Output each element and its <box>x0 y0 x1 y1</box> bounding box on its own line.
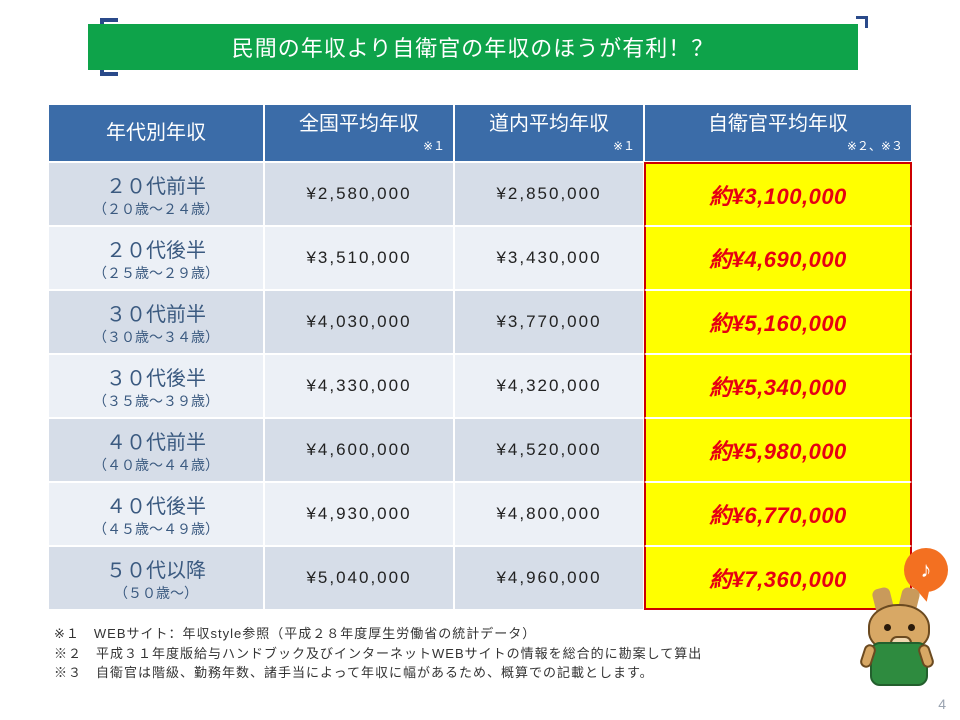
age-cell: ４０代前半（４０歳～４４歳） <box>48 418 264 482</box>
hokkaido-cell: ¥3,430,000 <box>454 226 644 290</box>
age-range: （５０歳～） <box>114 583 198 603</box>
col-header-age: 年代別年収 <box>48 104 264 162</box>
title-bar: 民間の年収より自衛官の年収のほうが有利！？ <box>88 24 858 70</box>
footnote-3: ※３ 自衛官は階級、勤務年数、諸手当によって年収に幅があるため、概算での記載とし… <box>54 663 702 683</box>
table-row: ４０代前半（４０歳～４４歳）¥4,600,000¥4,520,000約¥5,98… <box>48 418 912 482</box>
age-range: （４０歳～４４歳） <box>93 455 219 475</box>
sdf-cell: 約¥5,160,000 <box>644 290 912 354</box>
page-number: 4 <box>938 696 946 712</box>
age-range: （４５歳～４９歳） <box>93 519 219 539</box>
table-row: ３０代後半（３５歳～３９歳）¥4,330,000¥4,320,000約¥5,34… <box>48 354 912 418</box>
hokkaido-cell: ¥4,320,000 <box>454 354 644 418</box>
age-cell: ２０代後半（２５歳～２９歳） <box>48 226 264 290</box>
hokkaido-cell: ¥4,960,000 <box>454 546 644 610</box>
sdf-cell: 約¥6,770,000 <box>644 482 912 546</box>
table-row: ３０代前半（３０歳～３４歳）¥4,030,000¥3,770,000約¥5,16… <box>48 290 912 354</box>
page-title: 民間の年収より自衛官の年収のほうが有利！？ <box>232 31 715 63</box>
national-cell: ¥4,030,000 <box>264 290 454 354</box>
age-cell: ３０代後半（３５歳～３９歳） <box>48 354 264 418</box>
age-range: （３０歳～３４歳） <box>93 327 219 347</box>
national-cell: ¥3,510,000 <box>264 226 454 290</box>
mascot-deer: ♪ <box>860 584 950 694</box>
music-note-icon: ♪ <box>921 557 932 583</box>
hokkaido-cell: ¥2,850,000 <box>454 162 644 226</box>
national-cell: ¥4,930,000 <box>264 482 454 546</box>
hokkaido-cell: ¥4,800,000 <box>454 482 644 546</box>
col-header-hokkaido: 道内平均年収 ※１ <box>454 104 644 162</box>
table-row: ４０代後半（４５歳～４９歳）¥4,930,000¥4,800,000約¥6,77… <box>48 482 912 546</box>
footnote-1: ※１ WEBサイト：年収style参照（平成２８年度厚生労働省の統計データ） <box>54 624 702 644</box>
speech-bubble: ♪ <box>904 548 948 592</box>
footnotes: ※１ WEBサイト：年収style参照（平成２８年度厚生労働省の統計データ） ※… <box>54 624 702 683</box>
age-main: ３０代前半 <box>106 298 206 327</box>
deer-eye-right <box>908 624 915 631</box>
table-row: ２０代前半（２０歳～２４歳）¥2,580,000¥2,850,000約¥3,10… <box>48 162 912 226</box>
national-cell: ¥4,330,000 <box>264 354 454 418</box>
age-cell: ５０代以降（５０歳～） <box>48 546 264 610</box>
footnote-2: ※２ 平成３１年度版給与ハンドブック及びインターネットWEBサイトの情報を総合的… <box>54 644 702 664</box>
age-main: ２０代後半 <box>106 234 206 263</box>
age-cell: ２０代前半（２０歳～２４歳） <box>48 162 264 226</box>
hokkaido-cell: ¥3,770,000 <box>454 290 644 354</box>
age-main: ５０代以降 <box>106 554 206 583</box>
sdf-cell: 約¥3,100,000 <box>644 162 912 226</box>
hokkaido-cell: ¥4,520,000 <box>454 418 644 482</box>
col-header-national: 全国平均年収 ※１ <box>264 104 454 162</box>
table-row: ５０代以降（５０歳～）¥5,040,000¥4,960,000約¥7,360,0… <box>48 546 912 610</box>
age-main: ４０代前半 <box>106 426 206 455</box>
col-header-sdf: 自衛官平均年収 ※２、※３ <box>644 104 912 162</box>
national-cell: ¥4,600,000 <box>264 418 454 482</box>
sdf-cell: 約¥5,980,000 <box>644 418 912 482</box>
age-main: ３０代後半 <box>106 362 206 391</box>
income-table: 年代別年収 全国平均年収 ※１ 道内平均年収 ※１ 自衛官平均年収 ※２、※３ … <box>48 104 912 610</box>
table-row: ２０代後半（２５歳～２９歳）¥3,510,000¥3,430,000約¥4,69… <box>48 226 912 290</box>
age-main: ４０代後半 <box>106 490 206 519</box>
age-range: （２０歳～２４歳） <box>93 199 219 219</box>
national-cell: ¥5,040,000 <box>264 546 454 610</box>
age-range: （２５歳～２９歳） <box>93 263 219 283</box>
age-cell: ４０代後半（４５歳～４９歳） <box>48 482 264 546</box>
age-range: （３５歳～３９歳） <box>93 391 219 411</box>
deer-eye-left <box>884 624 891 631</box>
table-header-row: 年代別年収 全国平均年収 ※１ 道内平均年収 ※１ 自衛官平均年収 ※２、※３ <box>48 104 912 162</box>
age-main: ２０代前半 <box>106 170 206 199</box>
age-cell: ３０代前半（３０歳～３４歳） <box>48 290 264 354</box>
sdf-cell: 約¥4,690,000 <box>644 226 912 290</box>
sdf-cell: 約¥5,340,000 <box>644 354 912 418</box>
national-cell: ¥2,580,000 <box>264 162 454 226</box>
